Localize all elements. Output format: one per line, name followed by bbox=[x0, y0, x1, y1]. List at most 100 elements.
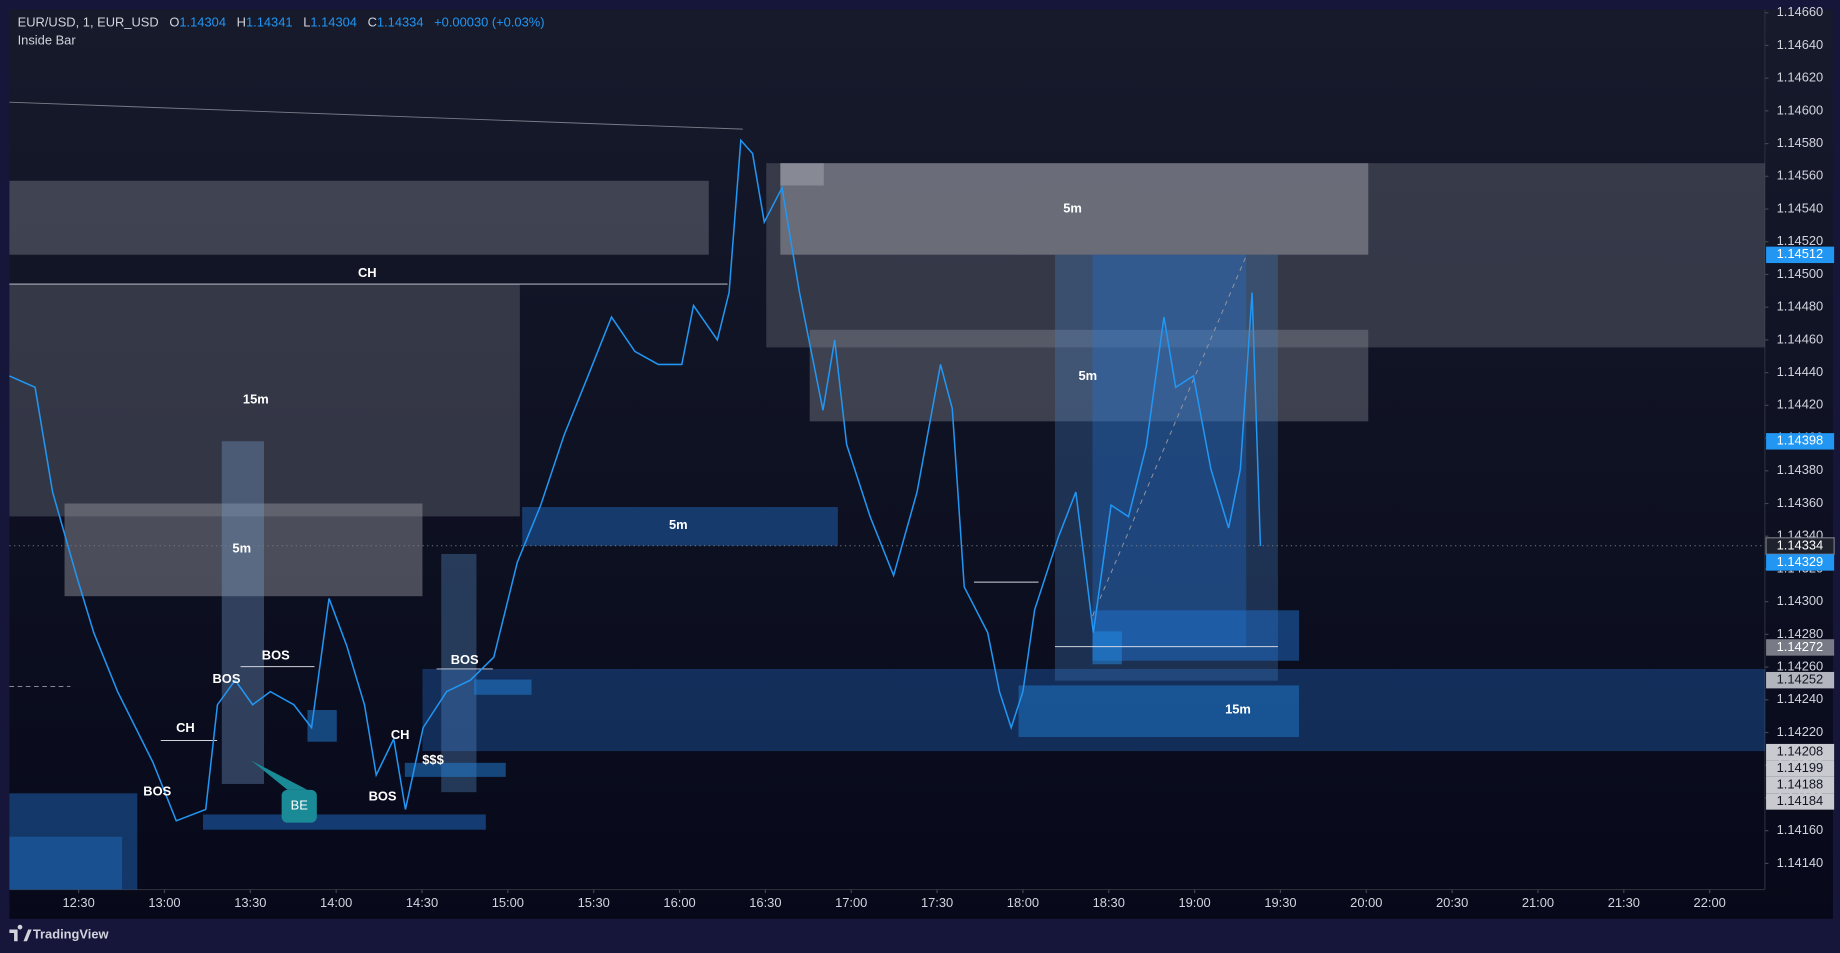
zone bbox=[203, 814, 486, 830]
zone bbox=[221, 441, 265, 784]
open: 1.14304 bbox=[179, 15, 226, 30]
y-tick-label: 1.14460 bbox=[1777, 331, 1824, 346]
x-tick-label: 21:00 bbox=[1522, 895, 1554, 910]
price-badge bbox=[1766, 760, 1835, 777]
price-badge bbox=[1766, 639, 1835, 656]
y-tick-label: 1.14660 bbox=[1777, 4, 1824, 19]
price-badge bbox=[1766, 433, 1835, 450]
zone bbox=[1092, 631, 1122, 665]
y-tick-label: 1.14600 bbox=[1777, 102, 1824, 117]
drawing-label: CH bbox=[391, 727, 410, 742]
y-tick-label: 1.14520 bbox=[1777, 233, 1824, 248]
header-line: EUR/USD, 1, EUR_USD O1.14304 H1.14341 L1… bbox=[18, 15, 545, 30]
x-tick-label: 12:30 bbox=[63, 895, 95, 910]
zone bbox=[9, 836, 123, 890]
price-badge bbox=[1766, 554, 1835, 571]
y-tick-label: 1.14580 bbox=[1777, 135, 1824, 150]
zone bbox=[441, 553, 477, 793]
drawing-label: $$$ bbox=[422, 752, 444, 767]
x-tick-label: 18:30 bbox=[1093, 895, 1125, 910]
x-tick-label: 14:30 bbox=[406, 895, 438, 910]
price-badge-label: 1.14199 bbox=[1777, 760, 1824, 775]
close-label: C bbox=[368, 15, 377, 30]
y-tick-label: 1.14300 bbox=[1777, 593, 1824, 608]
x-tick-label: 15:30 bbox=[578, 895, 610, 910]
y-tick-label: 1.14220 bbox=[1777, 724, 1824, 739]
y-tick-label: 1.14560 bbox=[1777, 168, 1824, 183]
drawing-label: 5m bbox=[1063, 200, 1082, 215]
open-label: O bbox=[169, 15, 179, 30]
price-badge-label: 1.14252 bbox=[1777, 672, 1824, 687]
zone bbox=[1092, 610, 1300, 661]
price-badge-label: 1.14398 bbox=[1777, 433, 1824, 448]
low-label: L bbox=[303, 15, 310, 30]
zone bbox=[1092, 254, 1247, 648]
x-tick-label: 15:00 bbox=[492, 895, 524, 910]
y-tick-label: 1.14540 bbox=[1777, 200, 1824, 215]
x-tick-label: 14:00 bbox=[320, 895, 352, 910]
y-tick-label: 1.14420 bbox=[1777, 397, 1824, 412]
drawing-label: BOS bbox=[262, 647, 290, 662]
price-badge-label: 1.14208 bbox=[1777, 744, 1824, 759]
drawing-labels: 15m 5m 5m 5m 5m 15m CH CH CH BOS BOS BOS BOS BOS $$$ BE bbox=[143, 200, 1251, 823]
zone bbox=[9, 284, 520, 517]
price-badge-label: 1.14272 bbox=[1777, 639, 1824, 654]
zone bbox=[9, 793, 138, 890]
x-tick-label: 16:00 bbox=[663, 895, 695, 910]
x-tick-label: 21:30 bbox=[1608, 895, 1640, 910]
y-tick-label: 1.14480 bbox=[1777, 299, 1824, 314]
zone bbox=[9, 180, 709, 255]
x-tick-label: 17:30 bbox=[921, 895, 953, 910]
drawing-label: 5m bbox=[669, 517, 688, 532]
x-tick-label: 20:30 bbox=[1436, 895, 1468, 910]
price-badge bbox=[1766, 671, 1835, 689]
y-tick-label: 1.14500 bbox=[1777, 266, 1824, 281]
price-badge-label: 1.14184 bbox=[1777, 793, 1824, 808]
zone bbox=[64, 503, 423, 597]
zone bbox=[474, 679, 532, 695]
y-tick-label: 1.14260 bbox=[1777, 658, 1824, 673]
x-tick-label: 19:30 bbox=[1264, 895, 1296, 910]
be-label: BE bbox=[291, 798, 309, 813]
price-line bbox=[9, 138, 1262, 822]
drawing-label: 15m bbox=[243, 392, 269, 407]
drawing-label: CH bbox=[176, 720, 195, 735]
drawings bbox=[9, 101, 1765, 890]
axes: 12:30 13:00 13:30 14:00 14:30 15:00 15:30 16:00… bbox=[63, 4, 1835, 910]
drawing-label: BOS bbox=[143, 784, 171, 799]
y-tick-label: 1.14620 bbox=[1777, 70, 1824, 85]
indicator[interactable]: Inside Bar bbox=[18, 33, 77, 48]
y-tick-label: 1.14160 bbox=[1777, 822, 1824, 837]
drawing-label: 5m bbox=[1078, 368, 1097, 383]
low: 1.14304 bbox=[310, 15, 357, 30]
x-tick-label: 13:30 bbox=[234, 895, 266, 910]
zone bbox=[522, 507, 838, 546]
zone bbox=[404, 762, 506, 777]
callout bbox=[251, 760, 308, 790]
x-tick-label: 18:00 bbox=[1007, 895, 1039, 910]
price-badge bbox=[1766, 743, 1835, 761]
drawing-label: 15m bbox=[1225, 701, 1251, 716]
price-badge-label: 1.14188 bbox=[1777, 776, 1824, 791]
x-tick-label: 22:00 bbox=[1694, 895, 1726, 910]
drawing-label: 5m bbox=[232, 541, 251, 556]
y-tick-label: 1.14280 bbox=[1777, 626, 1824, 641]
zone bbox=[809, 329, 1369, 422]
y-tick-label: 1.14360 bbox=[1777, 495, 1824, 510]
price-badge-label: 1.14329 bbox=[1777, 554, 1824, 569]
logo bbox=[9, 924, 32, 942]
brand-name: TradingView bbox=[33, 927, 110, 942]
chart-area bbox=[9, 9, 1833, 919]
y-tick-label: 1.14640 bbox=[1777, 37, 1824, 52]
price-badge-label: 1.14334 bbox=[1777, 537, 1824, 552]
x-tick-label: 16:30 bbox=[749, 895, 781, 910]
drawing-label: CH bbox=[358, 265, 377, 280]
y-tick-label: 1.14440 bbox=[1777, 364, 1824, 379]
drawing-label: BOS bbox=[213, 671, 241, 686]
x-tick-label: 20:00 bbox=[1350, 895, 1382, 910]
be-badge bbox=[281, 789, 317, 823]
drawing-label: BOS bbox=[451, 652, 479, 667]
drawing-label: BOS bbox=[369, 788, 397, 803]
high: 1.14341 bbox=[246, 15, 293, 30]
